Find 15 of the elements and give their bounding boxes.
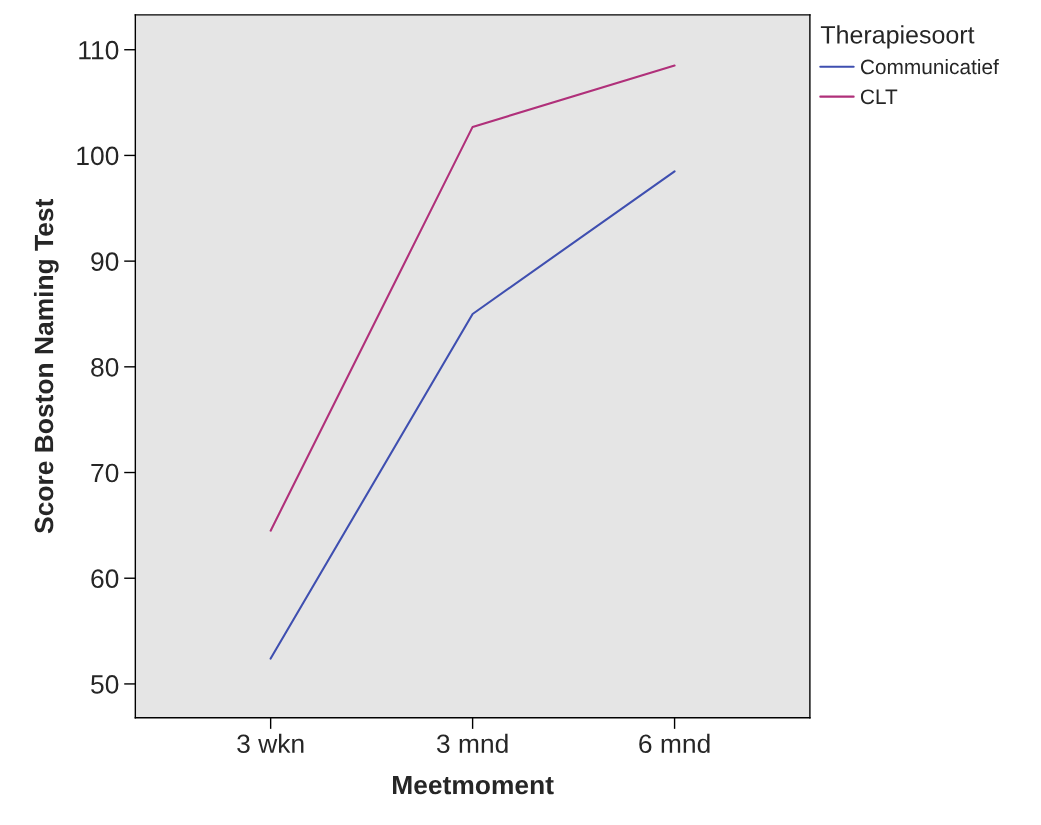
y-tick-label: 90 (91, 252, 119, 271)
y-tick-label: 110 (79, 40, 119, 60)
legend-title: Therapiesoort (820, 25, 975, 49)
x-tick-label: 6 mnd (639, 733, 710, 754)
y-tick-label: 70 (91, 463, 119, 483)
legend-label: CLT (860, 89, 898, 105)
y-tick-label: 60 (91, 569, 119, 589)
y-tick-label: 100 (77, 146, 119, 166)
y-tick-label: 80 (91, 357, 119, 377)
x-tick-label: 3 mnd (436, 733, 508, 754)
x-tick-label: 3 wkn (237, 733, 304, 754)
legend-label: Communicatief (860, 58, 999, 75)
y-tick-label: 50 (91, 675, 119, 694)
x-axis-title: Meetmoment (393, 775, 554, 795)
y-axis-title: Score Boston Naming Test (33, 198, 59, 534)
